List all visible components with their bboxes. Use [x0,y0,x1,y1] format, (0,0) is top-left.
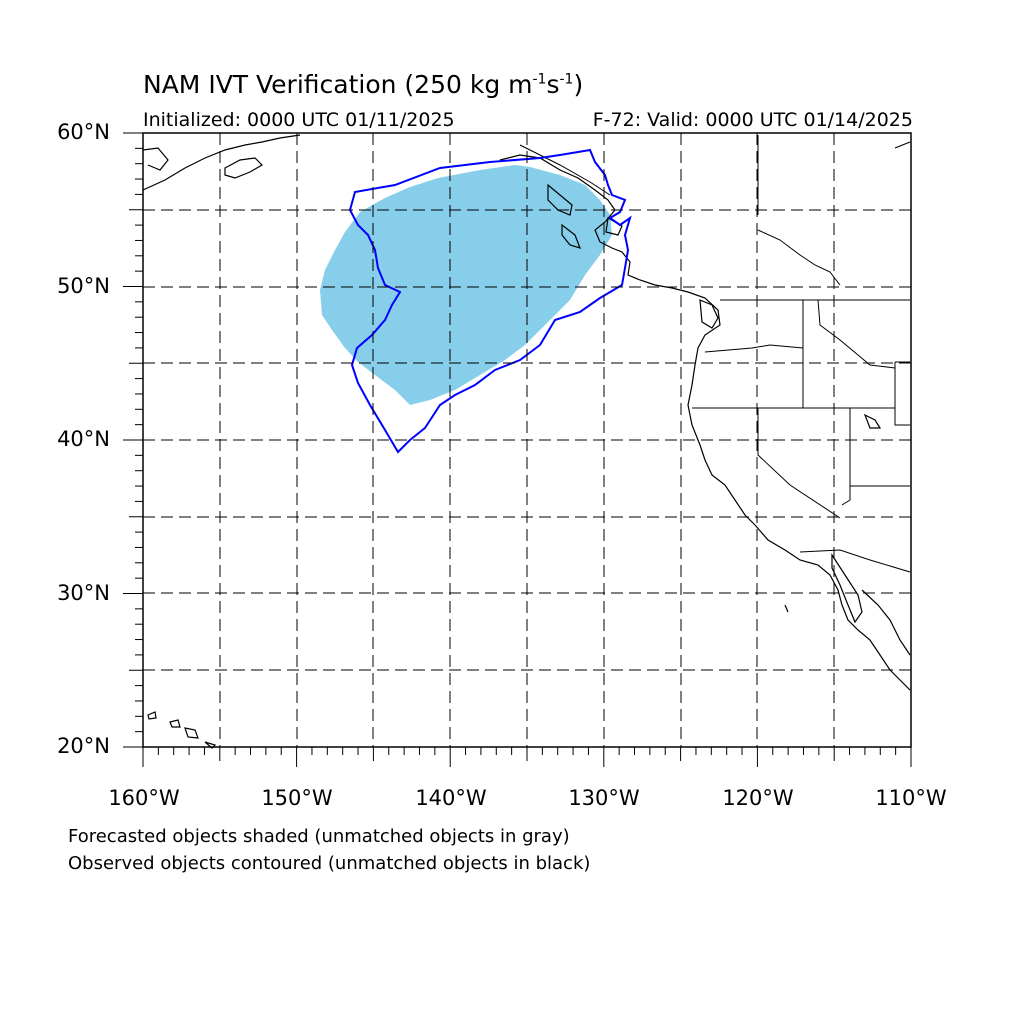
lon-label-160w: 160°W [108,786,180,810]
caption-observed: Observed objects contoured (unmatched ob… [68,853,591,874]
lon-label-120w: 120°W [722,786,794,810]
caption-forecast: Forecasted objects shaded (unmatched obj… [68,826,570,847]
coastlines [142,134,911,749]
lon-label-130w: 130°W [568,786,640,810]
observed-object-contour [348,148,632,454]
lon-label-150w: 150°W [261,786,333,810]
lat-label-60: 60°N [57,120,110,144]
state-borders [519,135,911,573]
forecast-object [320,165,612,405]
init-time: Initialized: 0000 UTC 01/11/2025 [143,109,455,131]
graticule [143,133,911,747]
lon-label-140w: 140°W [415,786,487,810]
lon-label-110w: 110°W [875,786,947,810]
lat-label-50: 50°N [57,274,110,298]
tick-marks [123,132,912,767]
lat-label-20: 20°N [57,734,110,758]
lat-label-30: 30°N [57,581,110,605]
lat-label-40: 40°N [57,427,110,451]
valid-time: F-72: Valid: 0000 UTC 01/14/2025 [592,109,913,131]
plot-title: NAM IVT Verification (250 kg m-1s-1) [143,70,584,99]
